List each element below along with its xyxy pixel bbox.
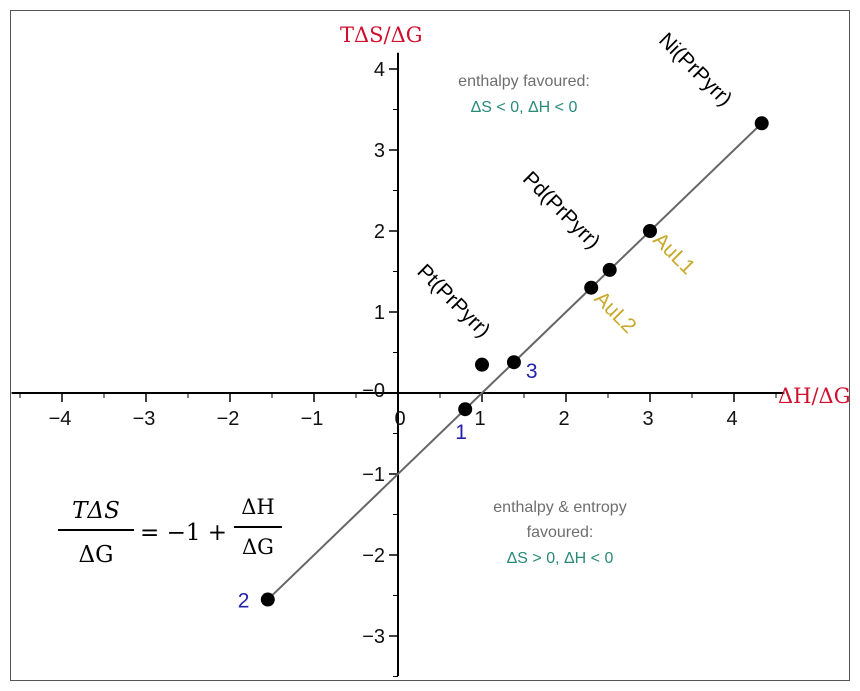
- ticks-group: −4 −3 −2 −1 0 1 2 3 4 −3 −2 −1 −0 1 2 3 4: [19, 59, 777, 677]
- point-label: 3: [526, 360, 538, 383]
- annotation-top-line2: ΔS < 0, ΔH < 0: [471, 99, 578, 116]
- data-point: [458, 402, 473, 417]
- y-tick-label: 3: [374, 140, 385, 162]
- point-label: Pd(PrPyrr): [518, 167, 604, 253]
- x-tick-label: 2: [558, 408, 569, 430]
- data-point: [602, 262, 617, 277]
- data-point: [643, 224, 657, 238]
- x-axis-title: ΔH/ΔG: [778, 384, 851, 408]
- y-tick-label: 4: [374, 59, 385, 81]
- point-label: AuL1: [648, 228, 699, 279]
- x-tick-label: −1: [301, 408, 324, 430]
- equation-rhs-numerator: ΔH: [241, 495, 274, 519]
- annotation-bottom-line2: favoured:: [527, 524, 594, 541]
- x-tick-label: 1: [474, 408, 485, 430]
- y-tick-label: −2: [362, 545, 385, 567]
- point-label: AuL2: [590, 287, 641, 338]
- y-tick-label: −3: [362, 626, 385, 648]
- annotation-bottom-line1: enthalpy & entropy: [493, 499, 626, 516]
- equation-lhs-denominator: ΔG: [79, 542, 114, 568]
- equation-middle: = −1 +: [140, 520, 227, 546]
- y-tick-label: 1: [374, 302, 385, 324]
- points-group: [260, 116, 769, 607]
- point-label: Pt(PrPyrr): [412, 260, 494, 342]
- data-point: [754, 116, 769, 131]
- x-tick-label: −4: [49, 408, 72, 430]
- annotation-top-line1: enthalpy favoured:: [458, 73, 590, 90]
- equation-rhs-denominator: ΔG: [242, 535, 274, 559]
- y-tick-label: −1: [362, 464, 385, 486]
- y-axis-title: TΔS/ΔG: [340, 23, 423, 47]
- axes-group: [11, 52, 785, 676]
- point-label: Ni(PrPyrr): [654, 29, 736, 111]
- data-point: [260, 592, 275, 607]
- point-labels-group: Ni(PrPyrr) AuL1 Pd(PrPyrr) AuL2 3 Pt(PrPyrr) 1…: [238, 29, 737, 613]
- y-tick-label: 2: [374, 221, 385, 243]
- x-tick-label: 4: [726, 408, 737, 430]
- x-tick-label: −3: [133, 408, 156, 430]
- x-tick-label: −2: [217, 408, 240, 430]
- x-tick-label: 3: [642, 408, 653, 430]
- annotation-bottom-line3: ΔS > 0, ΔH < 0: [507, 550, 614, 567]
- point-label: 2: [238, 590, 250, 613]
- point-label: 1: [455, 421, 467, 444]
- chart-frame: [10, 10, 850, 681]
- x-tick-label: 0: [394, 408, 405, 430]
- data-point: [506, 355, 521, 370]
- data-point: [475, 357, 489, 372]
- equation: TΔS ΔG = −1 + ΔH ΔG: [58, 495, 282, 568]
- data-point: [584, 280, 599, 295]
- equation-lhs-numerator: TΔS: [72, 498, 120, 524]
- y-tick-label: −0: [362, 380, 385, 402]
